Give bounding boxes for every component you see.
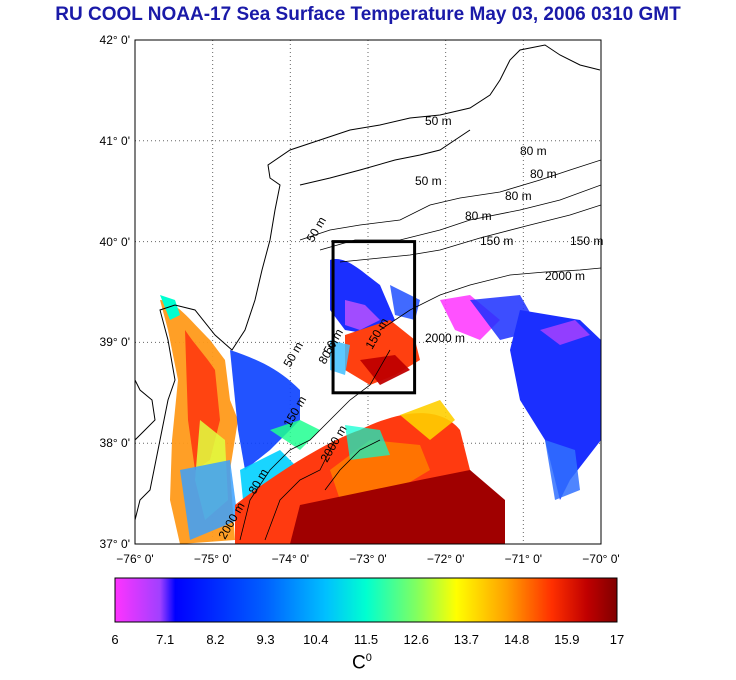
study-box [331,240,417,395]
colorbar-tick: 6 [111,632,119,647]
colorbar-tick: 10.4 [303,632,329,647]
colorbar-tick: 15.9 [554,632,580,647]
latitude-tick: 40° 0' [99,234,130,249]
isobath-label: 150 m [480,234,513,248]
plot-frame [134,39,602,545]
longitude-tick: −72° 0' [426,552,465,566]
isobath-label: 2000 m [425,331,465,345]
colorbar-tick: 14.8 [503,632,530,647]
unit-sup: 0 [365,652,372,664]
colorbar-tick: 11.5 [353,632,379,647]
colorbar-tick: 7.1 [156,632,175,647]
isobath-label: 150 m [570,234,603,248]
longitude-tick: −76° 0' [116,552,154,566]
isobath-label: 80 m [530,167,557,181]
isobath-label: 50 m [425,114,452,128]
longitude-tick: −75° 0' [193,552,232,566]
latitude-tick: 42° 0' [99,33,130,47]
map-title: RU COOL NOAA-17 Sea Surface Temperature … [55,4,681,25]
longitude-tick: −74° 0' [271,552,310,566]
isobath-label: 2000 m [545,269,585,283]
longitude-tick: −70° 0' [582,552,620,566]
latitude-tick: 38° 0' [99,436,130,451]
latitude-tick: 41° 0' [99,133,130,148]
colorbar-tick: 12.6 [403,632,429,647]
longitude-tick: −71° 0' [504,552,543,566]
sst-field [160,259,601,544]
isobath-label: 50 m [303,214,328,244]
isobath-label: 50 m [415,174,442,188]
coastline [135,44,601,541]
longitude-tick: −73° 0' [349,552,387,566]
colorbar-tick: 13.7 [453,632,480,647]
isobath-label: 50 m [280,339,305,369]
isobath-label: 80 m [465,209,492,223]
colorbar [114,577,618,623]
unit-label: C [352,652,366,674]
colorbar-unit: C0 [352,652,372,674]
latitude-tick: 37° 0' [99,537,130,551]
colorbar-tick: 8.2 [206,632,225,647]
colorbar-tick: 9.3 [256,632,275,647]
isobath-label: 80 m [520,144,547,158]
latitude-tick: 39° 0' [99,335,130,350]
isobath-label: 80 m [505,189,532,203]
colorbar-tick: 17 [609,632,625,647]
